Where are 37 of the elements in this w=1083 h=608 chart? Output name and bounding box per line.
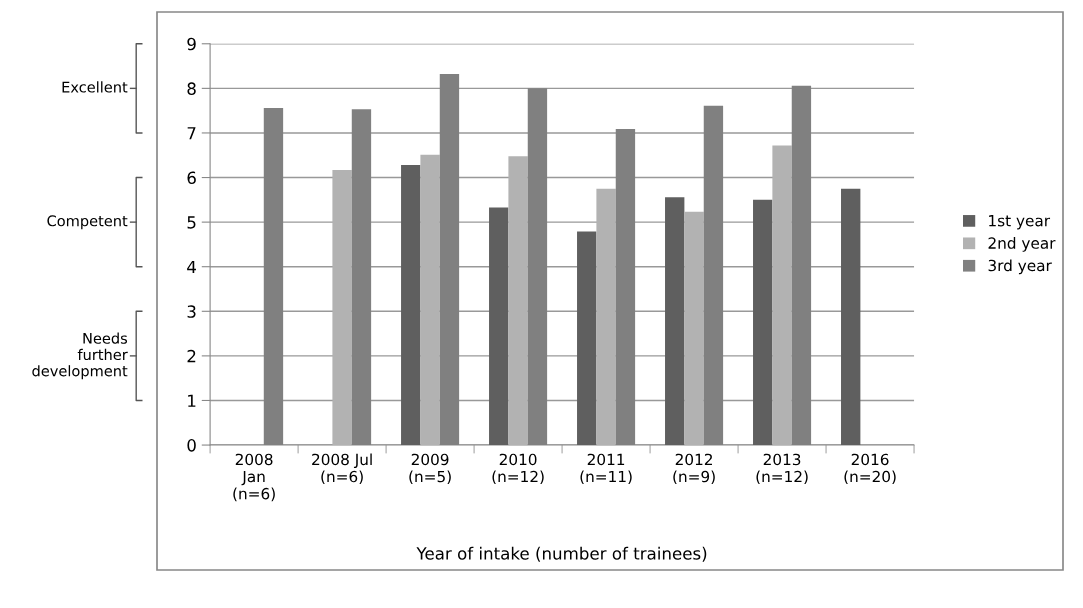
text: Excellent <box>62 81 128 93</box>
y-tick-label: 9 <box>187 37 196 51</box>
bar <box>772 145 792 446</box>
bar <box>401 165 421 446</box>
legend-label: 2nd year <box>988 237 1056 252</box>
y-tick-label: 4 <box>187 260 196 274</box>
y-tick-label: 3 <box>187 305 196 318</box>
y-tick-label: 2 <box>187 349 196 363</box>
y-tick-label: 8 <box>187 82 196 95</box>
bar <box>489 207 509 446</box>
x-tick-label: 2008 Jan (n=6) <box>233 453 275 502</box>
legend-label: 3rd year <box>988 259 1052 275</box>
x-tick-label: 2016 (n=20) <box>844 453 896 485</box>
bar <box>596 188 616 446</box>
x-tick-label: 2012 (n=9) <box>673 453 715 485</box>
bar <box>684 211 704 446</box>
x-tick-label: 2013 (n=12) <box>756 453 808 485</box>
y-tick-label: 1 <box>188 394 196 407</box>
bar <box>508 156 528 446</box>
y-tick-label: 7 <box>187 127 196 140</box>
x-tick-label: 2010 (n=12) <box>492 453 544 485</box>
bar <box>332 169 352 446</box>
x-tick-label: 2011 (n=11) <box>580 453 632 485</box>
x-tick-label: 2009 (n=5) <box>409 453 451 485</box>
bar <box>577 231 597 446</box>
bar <box>841 188 861 446</box>
x-axis-title: Year of intake (number of trainees) <box>416 546 707 562</box>
y-tick-label: 6 <box>187 171 196 185</box>
bar <box>420 154 440 446</box>
bar <box>753 199 773 446</box>
bar <box>665 197 685 446</box>
y-tick-label: 0 <box>187 439 196 452</box>
text: Needs further development <box>32 332 128 380</box>
y-tick-label: 5 <box>187 216 196 229</box>
text: Competent <box>47 215 128 230</box>
x-tick-label: 2008 Jul (n=6) <box>312 453 372 485</box>
legend-label: 1st year <box>989 215 1051 230</box>
